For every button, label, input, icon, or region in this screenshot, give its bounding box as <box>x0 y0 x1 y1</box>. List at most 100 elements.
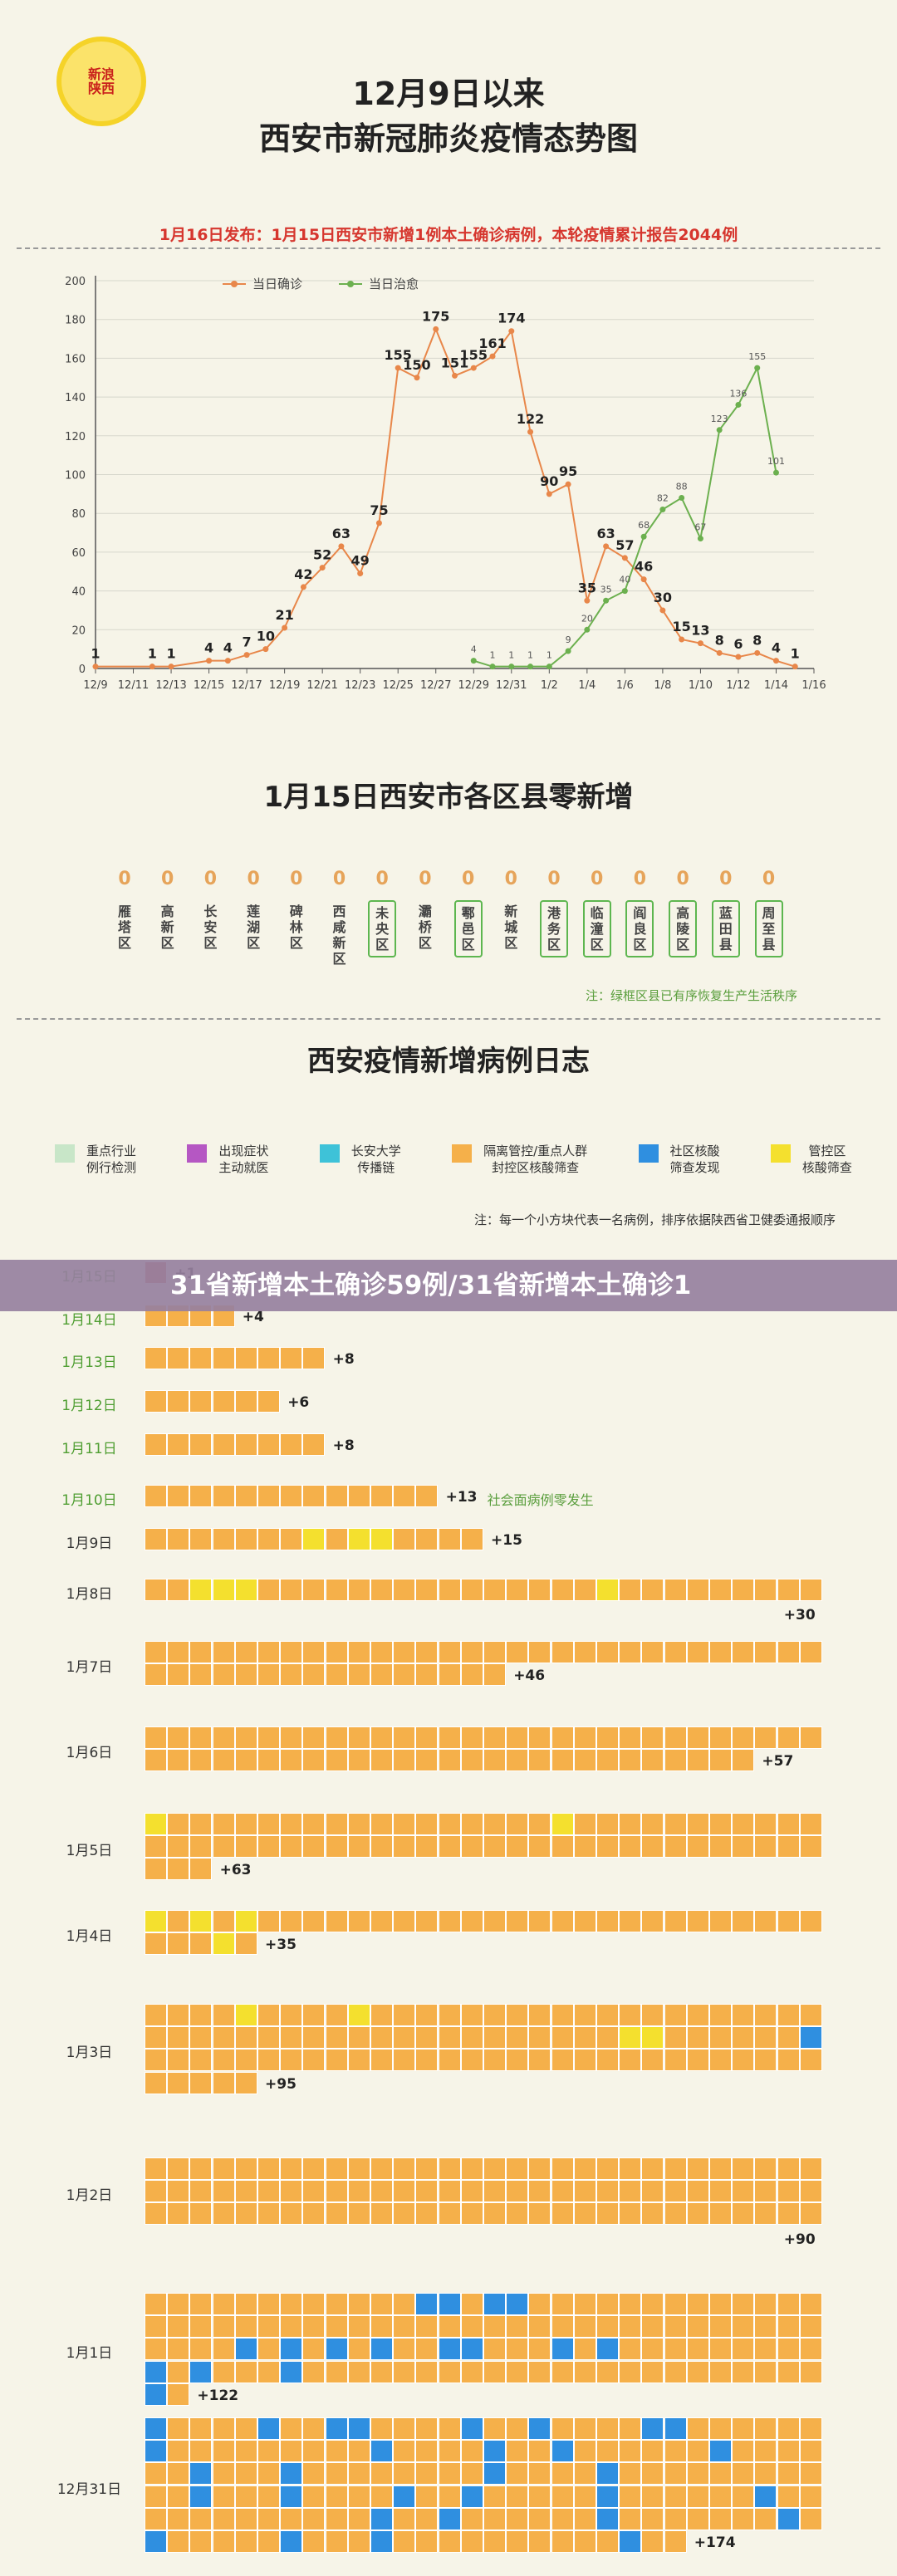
district-count: 0 <box>633 869 647 889</box>
case-cell <box>347 2462 370 2485</box>
case-cell <box>596 2338 619 2361</box>
case-cell <box>167 2049 190 2072</box>
x-tick-label: 1/16 <box>801 679 826 692</box>
data-label: 161 <box>478 335 506 351</box>
legend-swatch <box>638 1144 659 1163</box>
case-cell <box>709 1835 732 1859</box>
case-cell <box>234 1910 257 1932</box>
case-cell <box>415 2530 439 2553</box>
y-tick-label: 60 <box>71 547 86 560</box>
case-cell <box>167 1641 190 1663</box>
case-cell <box>460 1910 483 1932</box>
case-cell <box>483 2417 506 2440</box>
case-cell <box>483 1641 506 1663</box>
data-label: 68 <box>638 520 649 531</box>
case-cell <box>438 1835 461 1859</box>
data-label: 4 <box>223 640 233 656</box>
case-cell <box>664 2180 687 2203</box>
case-cell <box>370 2004 393 2026</box>
case-cell <box>212 2293 235 2315</box>
case-cell <box>370 2462 393 2485</box>
data-label: 1 <box>527 650 533 661</box>
case-cell <box>302 2417 326 2440</box>
case-cell <box>189 2071 213 2094</box>
case-cell <box>709 2507 732 2530</box>
case-cell <box>145 2026 167 2050</box>
case-cell <box>754 2026 777 2050</box>
case-cell <box>732 2462 755 2485</box>
x-tick-label: 1/8 <box>654 679 671 692</box>
day-label: 1月8日 <box>66 1585 113 1603</box>
case-cell <box>370 2202 393 2226</box>
case-cell <box>145 2360 167 2383</box>
case-cell <box>212 2530 235 2553</box>
case-cell <box>145 1641 167 1663</box>
case-cell <box>438 1663 461 1687</box>
case-cell <box>709 2026 732 2050</box>
case-cell <box>754 1835 777 1859</box>
district-count: 0 <box>290 869 303 889</box>
case-cell <box>551 2338 574 2361</box>
data-label: 52 <box>313 547 331 563</box>
case-cell <box>212 2049 235 2072</box>
case-cell <box>506 2338 529 2361</box>
case-cell <box>393 1663 416 1687</box>
case-cell <box>370 1910 393 1932</box>
case-cell <box>325 2202 348 2226</box>
case-cell <box>777 1726 800 1749</box>
case-cell <box>483 2338 506 2361</box>
case-cell <box>280 1433 303 1456</box>
case-cell <box>257 2049 280 2072</box>
case-cell <box>325 1749 348 1772</box>
case-cell <box>686 1579 709 1601</box>
case-cell <box>189 2049 213 2072</box>
case-cell <box>393 2507 416 2530</box>
case-cell <box>619 2530 642 2553</box>
case-cell <box>280 1726 303 1749</box>
district-count: 0 <box>203 869 218 889</box>
case-cell <box>528 2026 551 2050</box>
case-cell <box>460 2530 483 2553</box>
case-cell <box>234 2462 257 2485</box>
data-label: 35 <box>600 584 612 595</box>
case-cell <box>234 2485 257 2508</box>
y-tick-label: 40 <box>71 586 86 599</box>
case-cell <box>551 2360 574 2383</box>
case-cell <box>302 1485 326 1507</box>
case-cell <box>460 2360 483 2383</box>
case-cell <box>280 1641 303 1663</box>
case-cell <box>347 2180 370 2203</box>
case-cell <box>664 2202 687 2226</box>
case-cell <box>641 2360 664 2383</box>
case-cell <box>619 1910 642 1932</box>
case-cell <box>573 2507 596 2530</box>
legend: 重点行业 例行检测 出现症状 主动就医 长安大学 传播链 隔离管控/重点人群 封控区核酸筛查 社… <box>55 1143 852 1176</box>
case-cell <box>506 2157 529 2180</box>
case-cell <box>799 1641 822 1663</box>
case-cell <box>347 2440 370 2463</box>
case-cell <box>167 1726 190 1749</box>
day-count: +4 <box>242 1309 264 1325</box>
district-count: 0 <box>591 869 604 889</box>
x-tick-label: 1/4 <box>578 679 596 692</box>
district-name: 临潼区 <box>582 900 611 957</box>
case-cell <box>732 2004 755 2026</box>
case-cell <box>302 1433 326 1456</box>
case-cell <box>483 2507 506 2530</box>
case-cell <box>189 1579 213 1601</box>
case-cell <box>212 1835 235 1859</box>
case-cell <box>528 1910 551 1932</box>
case-cell <box>415 1835 439 1859</box>
case-cell <box>596 2293 619 2315</box>
case-cell <box>234 2180 257 2203</box>
case-cell <box>664 2485 687 2508</box>
district-13: 0 高陵区 <box>666 869 699 957</box>
news-banner[interactable]: 31省新增本土确诊59例/31省新增本土确诊1 <box>0 1260 897 1311</box>
case-cell <box>167 1485 190 1507</box>
case-cell <box>167 2417 190 2440</box>
case-cell <box>709 2049 732 2072</box>
case-cell <box>302 2530 326 2553</box>
case-cell <box>189 2440 213 2463</box>
case-cell <box>551 2202 574 2226</box>
case-cell <box>777 2026 800 2050</box>
